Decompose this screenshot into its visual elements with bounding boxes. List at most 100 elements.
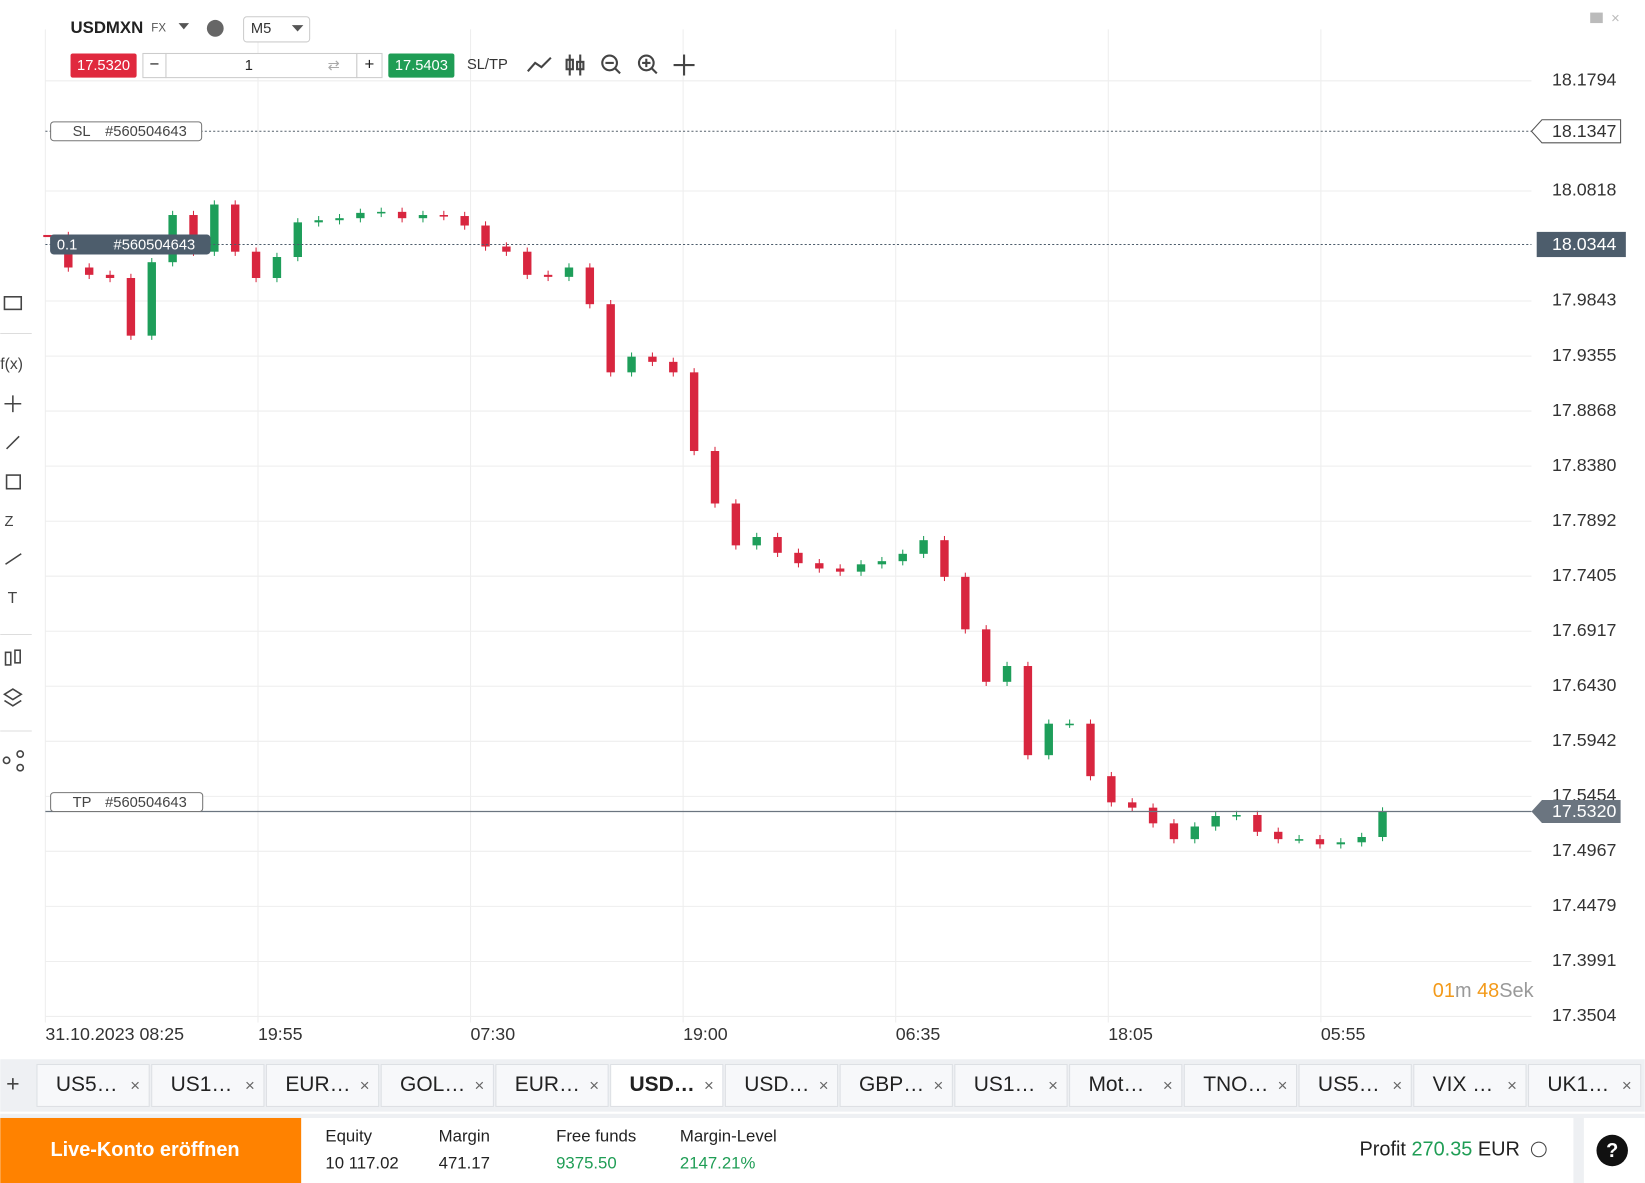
x-tick-label: 05:55: [1321, 1024, 1366, 1044]
tab[interactable]: [839, 1063, 953, 1107]
tab-close[interactable]: ×: [1507, 1076, 1517, 1095]
candle: [1253, 814, 1262, 832]
tab-close[interactable]: ×: [1278, 1076, 1288, 1095]
candle: [1378, 811, 1387, 837]
candle: [439, 215, 449, 217]
tab-close[interactable]: ×: [704, 1076, 714, 1095]
stat-value: 471.17: [439, 1154, 490, 1173]
y-tick-label: 17.4479: [1552, 895, 1616, 915]
candle: [815, 563, 824, 569]
tab[interactable]: [1298, 1063, 1412, 1107]
tab-close[interactable]: ×: [360, 1076, 370, 1095]
tab[interactable]: [610, 1063, 724, 1107]
stat-label: Free funds: [556, 1126, 636, 1145]
position-price-box: [1536, 231, 1626, 258]
profit-info[interactable]: [1530, 1141, 1547, 1158]
candle: [105, 274, 115, 278]
candle: [773, 537, 782, 553]
candle: [502, 246, 511, 252]
window-controls[interactable]: ×: [1590, 11, 1620, 27]
order-tag[interactable]: [50, 234, 211, 255]
zoom-out-icon[interactable]: [601, 54, 621, 75]
y-tick-label: 17.8868: [1552, 400, 1616, 420]
tab-close[interactable]: ×: [1048, 1076, 1058, 1095]
tab-close[interactable]: ×: [819, 1076, 829, 1095]
symbol[interactable]: USDMXN: [71, 18, 144, 37]
tab[interactable]: [380, 1063, 494, 1107]
buy-button[interactable]: [388, 53, 455, 78]
tab-label: Mot…: [1088, 1073, 1144, 1096]
live-account-button[interactable]: [0, 1117, 302, 1183]
candle-icon[interactable]: [565, 54, 585, 76]
candle: [1023, 666, 1033, 756]
order-tag[interactable]: [50, 792, 204, 813]
bid-price: 17.5320: [77, 58, 130, 74]
candle: [1315, 839, 1325, 845]
candle: [1274, 831, 1283, 840]
sell-button[interactable]: [70, 53, 137, 78]
candle: [481, 225, 490, 247]
quantity-field[interactable]: [165, 52, 358, 79]
help-button[interactable]: [1596, 1134, 1628, 1167]
timer-minutes: 01: [1433, 980, 1455, 1002]
tab-close[interactable]: ×: [245, 1076, 255, 1095]
sltp-button[interactable]: SL/TP: [467, 57, 508, 73]
tp-order: #560504643: [105, 795, 187, 811]
candle: [1065, 723, 1074, 726]
stat-value: 9375.50: [556, 1154, 617, 1173]
sl-price-box: [1530, 119, 1622, 144]
tab-label: USD…: [744, 1073, 809, 1096]
tab[interactable]: [1413, 1063, 1527, 1107]
tab[interactable]: [495, 1063, 609, 1107]
left-toolbar[interactable]: f(x) Z T: [0, 296, 25, 772]
move-icon[interactable]: [673, 54, 695, 76]
swap-icon[interactable]: ⇄: [328, 58, 340, 74]
tabs: US5… × US1… × EUR… × GOL… × EUR… × USD… × USD… × GBP… ×…: [36, 1063, 1642, 1107]
tab-close[interactable]: ×: [1622, 1076, 1632, 1095]
candle: [627, 356, 636, 373]
tab[interactable]: [954, 1063, 1068, 1107]
tab-close[interactable]: ×: [130, 1076, 140, 1095]
candle: [460, 216, 469, 226]
candle: [1294, 839, 1304, 841]
tab-label: US1…: [974, 1073, 1036, 1096]
tab[interactable]: [36, 1063, 150, 1107]
candle: [377, 211, 386, 214]
candle: [126, 277, 136, 336]
x-tick-label: 19:55: [258, 1024, 303, 1044]
symbol-dropdown[interactable]: [178, 23, 190, 30]
timeframe-caret: [291, 25, 304, 32]
line-chart-icon[interactable]: [527, 56, 552, 73]
y-tick-label: 17.7892: [1552, 510, 1616, 530]
tab[interactable]: [151, 1063, 265, 1107]
add-tab[interactable]: +: [6, 1071, 19, 1097]
tab-close[interactable]: ×: [933, 1076, 943, 1095]
timer-minutes-unit: m: [1455, 980, 1472, 1002]
tab[interactable]: [724, 1063, 839, 1107]
plus-button[interactable]: [356, 52, 383, 79]
tab-close[interactable]: ×: [1392, 1076, 1402, 1095]
zoom-in-icon[interactable]: [637, 54, 658, 75]
x-tick-label: 18:05: [1108, 1024, 1153, 1044]
live-account-label: Live-Konto eröffnen: [50, 1139, 239, 1161]
tab[interactable]: [1069, 1063, 1183, 1107]
tab[interactable]: [1528, 1063, 1642, 1107]
sl-price: 18.1347: [1552, 121, 1616, 141]
order-tag[interactable]: [50, 121, 203, 142]
info-icon[interactable]: [206, 19, 224, 37]
candle: [543, 274, 553, 277]
tab-close[interactable]: ×: [475, 1076, 485, 1095]
tab-close[interactable]: ×: [589, 1076, 599, 1095]
y-tick-label: 17.7405: [1552, 565, 1616, 585]
tab-close[interactable]: ×: [1163, 1076, 1173, 1095]
y-tick-label: 17.6430: [1552, 675, 1616, 695]
candle: [397, 211, 407, 219]
candle: [752, 537, 761, 546]
candle: [418, 215, 428, 219]
x-tick-label: 07:30: [471, 1024, 516, 1044]
y-tick-label: 17.9843: [1552, 290, 1616, 310]
timeframe-select[interactable]: [243, 16, 311, 43]
tab[interactable]: [265, 1063, 380, 1107]
tab[interactable]: [1183, 1063, 1298, 1107]
